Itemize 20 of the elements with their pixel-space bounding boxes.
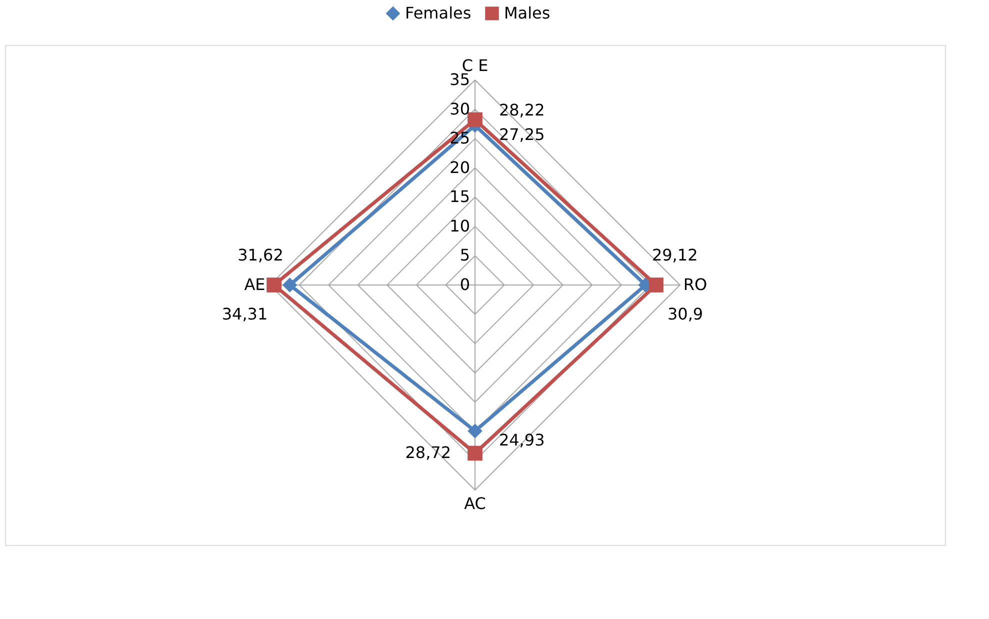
y-tick-label: 30 bbox=[450, 99, 470, 118]
legend-label: Females bbox=[405, 3, 472, 22]
spoke-label: RO bbox=[683, 275, 708, 294]
y-tick-label: 15 bbox=[450, 187, 470, 206]
data-label: 34,31 bbox=[222, 304, 268, 324]
data-label: 28,22 bbox=[498, 100, 545, 120]
data-label: 27,25 bbox=[498, 124, 545, 144]
y-tick-label: 0 bbox=[460, 275, 470, 294]
data-label: 24,93 bbox=[498, 430, 545, 450]
y-tick-label: 5 bbox=[460, 246, 470, 265]
data-label: 31,62 bbox=[238, 246, 284, 265]
y-tick-label: 35 bbox=[450, 70, 470, 89]
data-label: 30,9 bbox=[667, 304, 704, 324]
y-tick-label: 10 bbox=[450, 216, 470, 236]
data-label: 29,12 bbox=[652, 246, 698, 265]
legend-label: Males bbox=[504, 3, 550, 22]
spoke-label: AE bbox=[244, 275, 266, 294]
data-label: 28,72 bbox=[405, 443, 452, 462]
spoke-label: AC bbox=[464, 494, 486, 514]
y-tick-label: 20 bbox=[450, 158, 470, 177]
